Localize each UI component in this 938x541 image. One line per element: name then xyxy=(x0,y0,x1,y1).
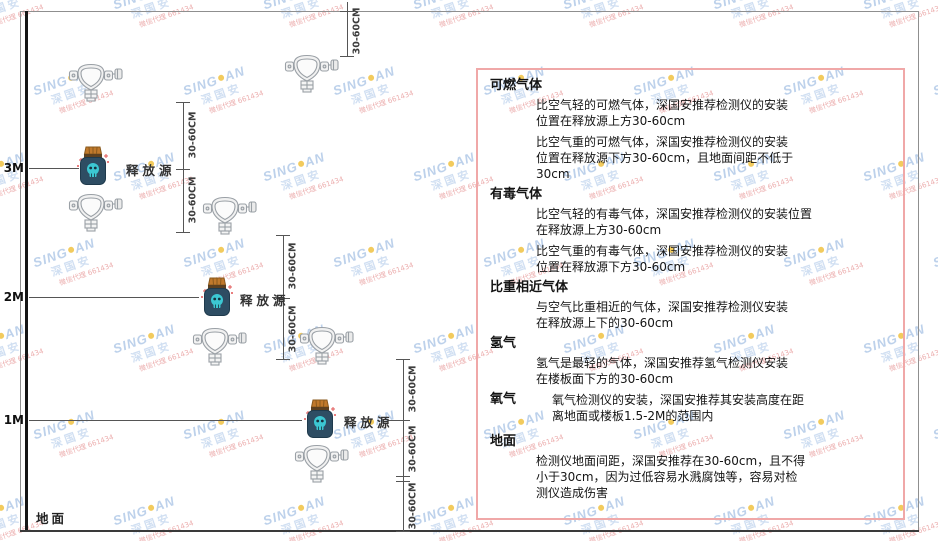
dim-label: 30-60CM xyxy=(407,482,419,530)
dim-label: 30-60CM xyxy=(407,425,419,473)
height-label-2m: 2M xyxy=(3,290,24,304)
panel-section-title: 比重相近气体 xyxy=(490,280,569,295)
info-panel: 可燃气体比空气轻的可燃气体，深国安推荐检测仪的安装 位置在释放源上方30-60c… xyxy=(476,68,905,520)
gas-detector xyxy=(202,193,258,235)
panel-paragraph: 与空气比重相近的气体，深国安推荐检测仪安装 在释放源上下的30-60cm xyxy=(536,300,789,330)
dim-line-1m xyxy=(403,359,404,532)
panel-section-title: 有毒气体 xyxy=(490,187,543,202)
panel-paragraph: 比空气重的可燃气体，深国安推荐检测仪的安装 位置在释放源下方30-60cm，且地… xyxy=(536,135,794,181)
panel-section: 比重相近气体与空气比重相近的气体，深国安推荐检测仪安装 在释放源上下的30-60… xyxy=(490,280,891,331)
leader-2m xyxy=(29,297,199,298)
leader-3m xyxy=(29,168,79,169)
dim-tick xyxy=(396,481,410,482)
dim-tick xyxy=(276,235,290,236)
dim-line-3m xyxy=(183,102,184,232)
ground-line xyxy=(20,530,919,532)
dim-label: 30-60CM xyxy=(187,176,199,224)
dim-tick xyxy=(396,476,410,477)
dim-tick xyxy=(340,11,354,12)
panel-paragraph: 比空气重的有毒气体，深国安推荐检测仪的安装 位置在释放源下方30-60cm xyxy=(536,244,789,274)
panel-paragraph: 氧气检测仪的安装，深国安推荐其安装高度在距 离地面或楼板1.5-2M的范围内 xyxy=(552,393,805,423)
wall-line xyxy=(25,11,28,532)
gas-detector-icon xyxy=(192,327,247,366)
panel-section-title: 氢气 xyxy=(490,336,517,351)
dim-tick xyxy=(396,420,410,421)
dim-line-2m xyxy=(283,235,284,359)
panel-sections: 可燃气体比空气轻的可燃气体，深国安推荐检测仪的安装 位置在释放源上方30-60c… xyxy=(490,78,891,501)
gas-detector-icon xyxy=(202,196,257,235)
dim-label: 30-60CM xyxy=(187,111,199,159)
panel-section: 地面检测仪地面间距，深国安推荐在30-60cm，且不得 小于30cm，因为过低容… xyxy=(490,434,891,501)
leader-1m xyxy=(29,420,302,421)
panel-section: 氢气氢气是最轻的气体，深国安推荐氢气检测仪安装 在楼板面下方的30-60cm xyxy=(490,336,891,387)
panel-section-title: 氧气 xyxy=(490,392,517,407)
panel-section: 可燃气体比空气轻的可燃气体，深国安推荐检测仪的安装 位置在释放源上方30-60c… xyxy=(490,78,891,182)
leader-1m-dim xyxy=(388,420,403,421)
dim-tick xyxy=(396,359,410,360)
panel-section-title: 可燃气体 xyxy=(490,78,543,93)
gas-detector xyxy=(68,60,124,102)
dim-tick xyxy=(176,169,190,170)
panel-paragraph: 检测仪地面间距，深国安推荐在30-60cm，且不得 小于30cm，因为过低容易水… xyxy=(536,454,806,500)
release-source-label: 释放源 xyxy=(344,415,394,430)
release-source-label: 释放源 xyxy=(240,293,290,308)
panel-section: 氧气 氧气检测仪的安装，深国安推荐其安装高度在距 离地面或楼板1.5-2M的范围内 xyxy=(490,392,891,424)
gas-detector-icon xyxy=(294,444,349,483)
dim-tick xyxy=(176,102,190,103)
panel-section: 有毒气体比空气轻的有毒气体，深国安推荐检测仪的安装位置 在释放源上方30-60c… xyxy=(490,187,891,275)
gas-detector xyxy=(294,441,350,483)
dim-line-ceiling xyxy=(347,2,348,57)
gas-detector-icon xyxy=(68,63,123,102)
gas-detector xyxy=(284,51,340,93)
dim-label: 30-60CM xyxy=(287,305,299,353)
panel-paragraph: 氢气是最轻的气体，深国安推荐氢气检测仪安装 在楼板面下方的30-60cm xyxy=(536,356,789,386)
panel-section-title: 地面 xyxy=(490,434,517,449)
dim-tick xyxy=(396,531,410,532)
release-source-label: 释放源 xyxy=(126,163,176,178)
gas-detector-icon xyxy=(68,193,123,232)
release-source xyxy=(75,145,111,187)
leader-2m-dim xyxy=(272,297,283,298)
gas-detector-icon xyxy=(299,326,354,365)
gas-detector xyxy=(192,324,248,366)
release-source-icon xyxy=(201,277,233,316)
dim-tick xyxy=(276,298,290,299)
release-source xyxy=(302,398,338,440)
dim-tick xyxy=(276,359,290,360)
dim-tick xyxy=(340,56,354,57)
panel-paragraph: 比空气轻的有毒气体，深国安推荐检测仪的安装位置 在释放源上方30-60cm xyxy=(536,207,813,237)
height-label-3m: 3M xyxy=(3,161,24,175)
release-source-icon xyxy=(304,399,336,438)
panel-paragraph: 比空气轻的可燃气体，深国安推荐检测仪的安装 位置在释放源上方30-60cm xyxy=(536,98,789,128)
gas-detector xyxy=(299,323,355,365)
dim-label: 30-60CM xyxy=(351,7,363,55)
dim-tick xyxy=(176,232,190,233)
release-source xyxy=(199,276,235,318)
gas-detector xyxy=(68,190,124,232)
gas-detector-icon xyxy=(284,54,339,93)
height-label-1m: 1M xyxy=(3,413,24,427)
ground-label: 地面 xyxy=(36,511,68,526)
release-source-icon xyxy=(77,146,109,185)
dim-label: 30-60CM xyxy=(407,365,419,413)
dim-label: 30-60CM xyxy=(287,242,299,290)
